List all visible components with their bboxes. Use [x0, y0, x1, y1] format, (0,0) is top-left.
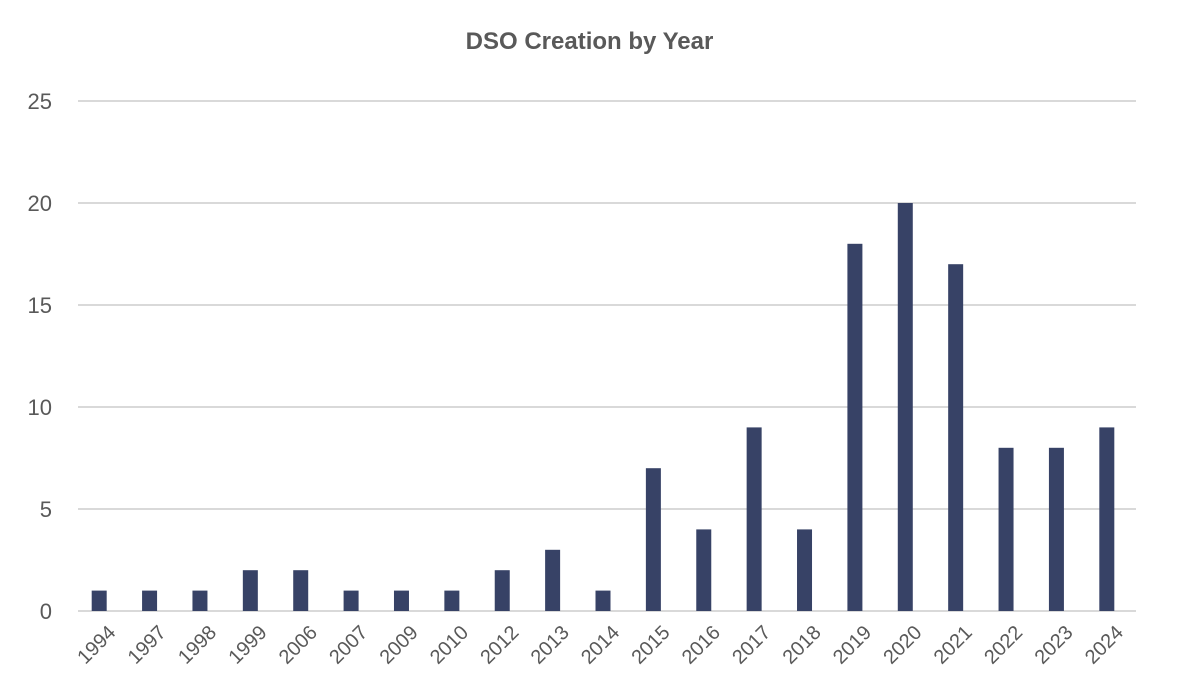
- x-tick-label: 2019: [829, 622, 876, 669]
- bar-2021: [948, 264, 964, 611]
- bar-2023: [1048, 447, 1064, 611]
- x-tick-label: 2022: [980, 622, 1027, 669]
- bar-2010: [444, 590, 460, 611]
- bar-2006: [293, 570, 309, 611]
- y-tick-label: 0: [40, 599, 52, 624]
- bar-1994: [91, 590, 107, 611]
- bar-2016: [696, 529, 712, 611]
- x-tick-label: 2015: [628, 622, 675, 669]
- x-tick-label: 2016: [678, 622, 725, 669]
- x-tick-label: 2014: [577, 622, 624, 669]
- x-tick-label: 1998: [174, 622, 221, 669]
- y-tick-label: 25: [28, 89, 52, 114]
- x-tick-label: 2010: [426, 622, 473, 669]
- bar-2007: [343, 590, 359, 611]
- bar-1999: [242, 570, 258, 611]
- x-tick-label: 1999: [224, 622, 271, 669]
- x-tick-label: 2018: [779, 622, 826, 669]
- bar-2015: [645, 468, 661, 611]
- x-tick-label: 2017: [728, 622, 775, 669]
- y-tick-label: 10: [28, 395, 52, 420]
- bar-2009: [393, 590, 409, 611]
- bar-2017: [746, 427, 762, 611]
- x-tick-label: 2024: [1081, 622, 1128, 669]
- x-tick-label: 2013: [527, 622, 574, 669]
- x-tick-label: 2021: [930, 622, 977, 669]
- x-tick-label: 1994: [73, 622, 120, 669]
- bar-2022: [998, 447, 1014, 611]
- x-tick-label: 2006: [275, 622, 322, 669]
- bar-2019: [847, 243, 863, 612]
- bar-1998: [192, 590, 208, 611]
- bar-2020: [897, 203, 913, 611]
- bar-2018: [797, 529, 813, 611]
- bar-2013: [545, 549, 561, 611]
- y-tick-label: 15: [28, 293, 52, 318]
- x-tick-label: 1997: [124, 622, 171, 669]
- x-tick-label: 2023: [1031, 622, 1078, 669]
- bar-2014: [595, 590, 611, 611]
- bar-2012: [494, 570, 510, 611]
- x-tick-label: 2012: [476, 622, 523, 669]
- x-tick-label: 2009: [376, 622, 423, 669]
- y-tick-label: 20: [28, 191, 52, 216]
- y-tick-label: 5: [40, 497, 52, 522]
- x-tick-label: 2007: [325, 622, 372, 669]
- x-tick-label: 2020: [879, 622, 926, 669]
- bar-1997: [142, 590, 158, 611]
- bar-2024: [1099, 427, 1115, 611]
- chart-title: DSO Creation by Year: [465, 28, 714, 55]
